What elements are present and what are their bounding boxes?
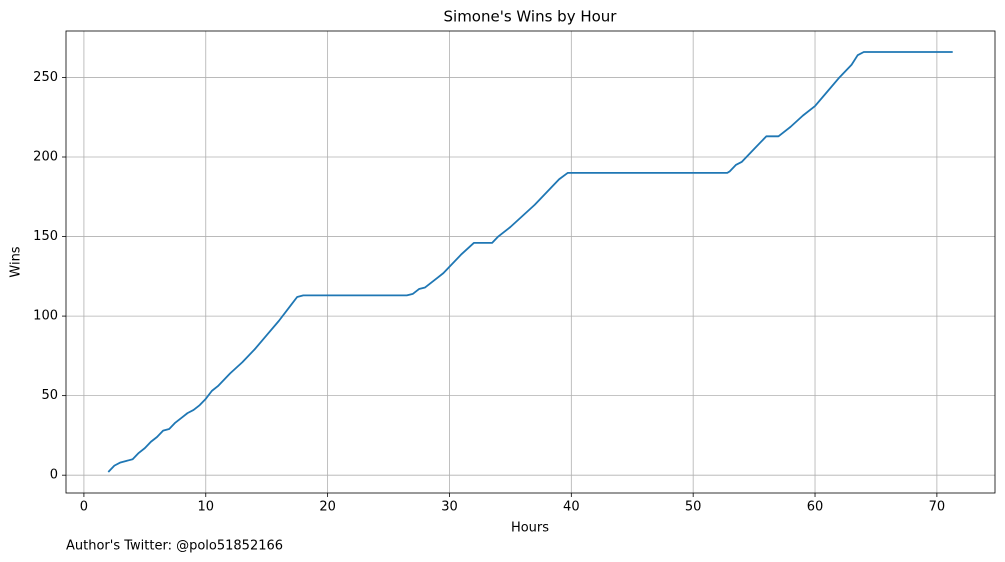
x-tick-label: 40 bbox=[563, 500, 580, 515]
x-tick-label: 20 bbox=[319, 500, 336, 515]
y-tick-label: 150 bbox=[33, 229, 58, 244]
x-tick-label: 50 bbox=[685, 500, 702, 515]
y-axis-label: Wins bbox=[9, 246, 24, 277]
y-tick-label: 250 bbox=[33, 70, 58, 85]
x-axis-label: Hours bbox=[511, 521, 549, 536]
y-tick-label: 0 bbox=[50, 468, 58, 483]
x-tick-label: 0 bbox=[80, 500, 88, 515]
footer-note: Author's Twitter: @polo51852166 bbox=[66, 539, 283, 554]
plot-frame bbox=[65, 30, 996, 494]
x-tick-label: 60 bbox=[807, 500, 824, 515]
x-tick-label: 70 bbox=[929, 500, 946, 515]
chart-title: Simone's Wins by Hour bbox=[444, 8, 618, 26]
y-tick-label: 200 bbox=[33, 150, 58, 165]
x-tick-label: 10 bbox=[197, 500, 214, 515]
data-line bbox=[107, 51, 953, 473]
y-tick-label: 50 bbox=[41, 388, 58, 403]
x-tick-label: 30 bbox=[441, 500, 458, 515]
y-tick-label: 100 bbox=[33, 309, 58, 324]
